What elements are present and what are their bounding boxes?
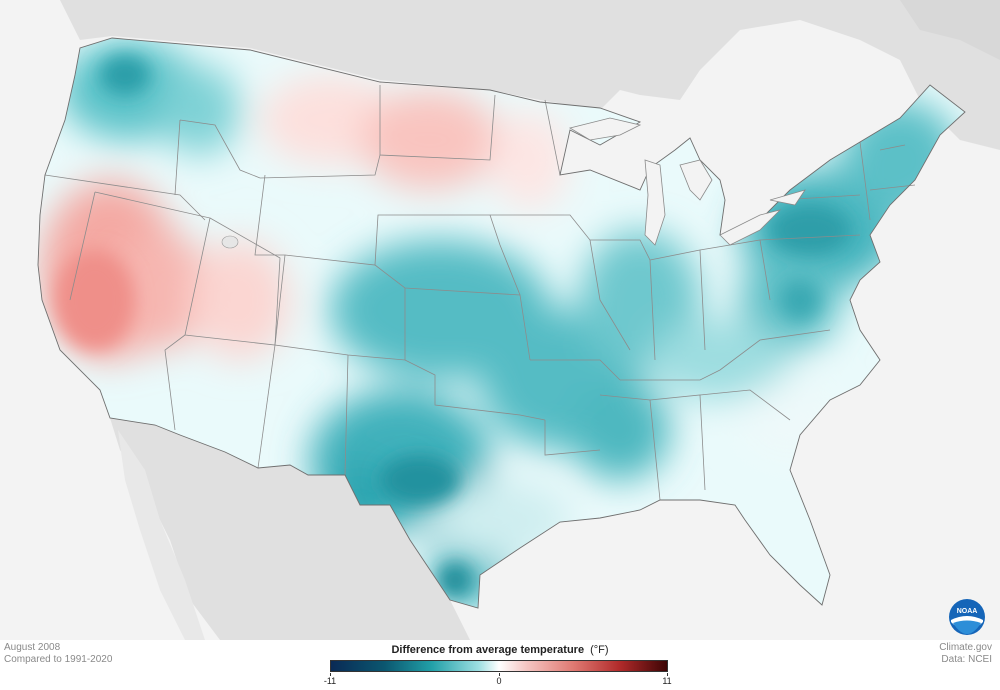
baja-land <box>118 430 205 640</box>
baseline-label: Compared to 1991-2020 <box>4 654 113 665</box>
salt-lake <box>221 235 239 249</box>
noaa-logo-text: NOAA <box>957 608 978 615</box>
temperature-map <box>0 0 1000 640</box>
mexico-land <box>110 418 470 640</box>
canada-land <box>0 0 1000 150</box>
legend-title: Difference from average temperature (°F) <box>0 644 1000 656</box>
great-lakes <box>568 117 806 246</box>
legend-tick-min <box>330 673 331 676</box>
legend-max-label: 11 <box>662 676 672 686</box>
footer: August 2008 Compared to 1991-2020 Differ… <box>0 640 1000 690</box>
source-site-link[interactable]: Climate.gov <box>939 642 992 653</box>
legend-title-text: Difference from average temperature <box>391 644 585 656</box>
caption-right: Climate.gov Data: NCEI <box>939 642 992 666</box>
canada-east-land <box>900 0 1000 60</box>
legend-unit: (°F) <box>590 644 609 656</box>
state-borders <box>44 85 916 501</box>
legend-tick-mid <box>499 673 500 676</box>
date-label: August 2008 <box>4 642 61 653</box>
legend-min-label: -11 <box>323 676 337 686</box>
legend-tick-max <box>667 673 668 676</box>
noaa-logo-icon[interactable]: NOAA <box>948 598 986 636</box>
data-source-label: Data: NCEI <box>941 654 992 665</box>
legend-mid-label: 0 <box>496 676 502 686</box>
legend-color-bar <box>330 660 668 672</box>
caption-left: August 2008 Compared to 1991-2020 <box>4 642 112 666</box>
map-area <box>0 0 1000 640</box>
